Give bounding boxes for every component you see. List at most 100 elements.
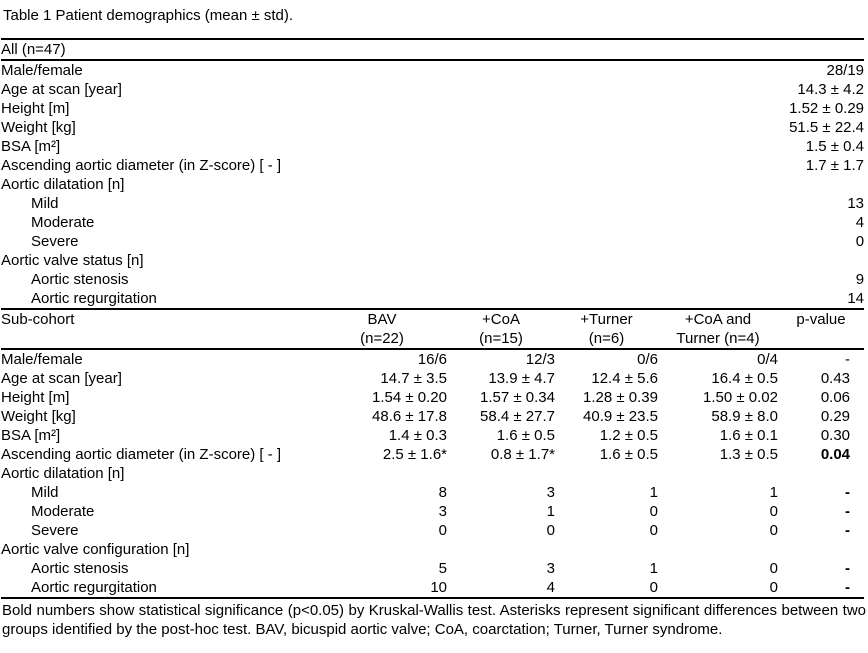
value-cell: 1.4 ± 0.3 [388, 427, 447, 444]
value-cell: 16.4 ± 0.5 [711, 370, 778, 387]
value-cell: 1.3 ± 0.5 [719, 446, 778, 463]
value-cell: 51.5 ± 22.4 [789, 119, 865, 136]
p-value-cell: 0.30 [820, 427, 851, 444]
p-value-cell: 0.29 [820, 408, 851, 425]
value-cell: 28/19 [826, 62, 865, 79]
table-row: BSA [m²] 1.5 ± 0.4 [1, 137, 864, 156]
value-cell: 1 [546, 503, 555, 520]
value-cell: 14.3 ± 4.2 [797, 81, 865, 98]
value-cell: 0/4 [757, 351, 778, 368]
column-header-line2: Turner (n=4) [676, 330, 760, 347]
row-label: Mild [31, 195, 59, 212]
table-row: Male/female 16/6 12/3 0/6 0/4 - [1, 349, 864, 369]
row-label: Aortic dilatation [n] [1, 176, 125, 193]
value-cell: 1 [649, 560, 658, 577]
value-cell: 1 [649, 484, 658, 501]
value-cell: 1.6 ± 0.1 [719, 427, 778, 444]
p-value-cell: - [845, 522, 851, 539]
row-label: BSA [m²] [1, 138, 61, 155]
value-cell: 0 [649, 522, 658, 539]
row-label: Weight [kg] [1, 119, 76, 136]
table-row: Ascending aortic diameter (in Z-score) [… [1, 445, 864, 464]
column-header-line1: +CoA and [684, 311, 752, 328]
value-cell: 40.9 ± 23.5 [583, 408, 658, 425]
value-cell: 1.2 ± 0.5 [599, 427, 658, 444]
row-label: Aortic regurgitation [31, 290, 157, 307]
row-label: Height [m] [1, 100, 70, 117]
p-value-cell: - [845, 560, 851, 577]
value-cell: 1.7 ± 1.7 [805, 157, 865, 174]
column-header-line1: BAV [367, 311, 397, 328]
row-label: Aortic dilatation [n] [1, 465, 125, 482]
p-value-cell: - [845, 579, 851, 596]
value-cell: 0 [649, 503, 658, 520]
value-cell: 4 [546, 579, 555, 596]
value-cell: 48.6 ± 17.8 [372, 408, 447, 425]
table-row: Male/female 28/19 [1, 60, 864, 80]
table-row: All (n=47) [1, 39, 865, 61]
value-cell: 0/6 [637, 351, 658, 368]
value-cell: 13 [847, 195, 865, 212]
value-cell: 5 [438, 560, 447, 577]
value-cell: 1.5 ± 0.4 [805, 138, 865, 155]
table-row: Aortic regurgitation 14 [1, 289, 864, 309]
table-row: Height [m] 1.52 ± 0.29 [1, 99, 864, 118]
table-footnote: Bold numbers show statistical significan… [2, 602, 866, 638]
p-value-cell: 0.06 [820, 389, 851, 406]
p-value-cell: - [845, 351, 851, 368]
value-cell: 3 [546, 560, 555, 577]
value-cell: 0 [855, 233, 865, 250]
value-cell: 13.9 ± 4.7 [488, 370, 555, 387]
row-label: Weight [kg] [1, 408, 76, 425]
column-header: +CoA and Turner (n=4) [658, 308, 778, 350]
demographics-table: All (n=47) Male/female 28/19 Age at scan [y… [1, 38, 865, 599]
value-cell: 14 [847, 290, 865, 307]
table-row: Mild 8 3 1 1 - [1, 483, 864, 502]
column-header-line1: p-value [796, 311, 846, 328]
row-label: Aortic stenosis [31, 560, 129, 577]
table-row: Moderate 4 [1, 213, 864, 232]
value-cell: 10 [430, 579, 447, 596]
table-row: Height [m] 1.54 ± 0.20 1.57 ± 0.34 1.28 ± 0… [1, 388, 864, 407]
value-cell: 0 [769, 503, 778, 520]
value-cell: 1.6 ± 0.5 [599, 446, 658, 463]
column-header: BAV (n=22) [317, 308, 447, 350]
column-header-line1: +Turner [580, 311, 633, 328]
value-cell: 12.4 ± 5.6 [591, 370, 658, 387]
subcohort-section: Sub-cohort BAV (n=22) +CoA (n=15) +Turner (n=6… [1, 308, 865, 598]
row-label: Severe [31, 233, 79, 250]
table-row: BSA [m²] 1.4 ± 0.3 1.6 ± 0.5 1.2 ± 0.5 1.6 ±… [1, 426, 864, 445]
value-cell: 1.50 ± 0.02 [703, 389, 778, 406]
value-cell: 0 [769, 560, 778, 577]
table-row: Aortic valve configuration [n] [1, 540, 864, 559]
row-label: Age at scan [year] [1, 81, 122, 98]
value-cell: 1 [769, 484, 778, 501]
value-cell: 1.57 ± 0.34 [480, 389, 555, 406]
p-value-cell: - [845, 484, 851, 501]
value-cell: 12/3 [525, 351, 555, 368]
value-cell: 14.7 ± 3.5 [380, 370, 447, 387]
row-label: Age at scan [year] [1, 370, 122, 387]
column-header: +CoA (n=15) [447, 308, 555, 350]
column-header-line2: (n=15) [479, 330, 523, 347]
table-row: Moderate 3 1 0 0 - [1, 502, 864, 521]
column-header-line2: (n=6) [588, 330, 625, 347]
value-cell: 58.9 ± 8.0 [711, 408, 778, 425]
row-label: Aortic valve status [n] [1, 252, 144, 269]
table-row: Aortic valve status [n] [1, 251, 864, 270]
table-row: Aortic regurgitation 10 4 0 0 - [1, 578, 864, 598]
row-label: Aortic regurgitation [31, 579, 157, 596]
value-cell: 3 [546, 484, 555, 501]
subcohort-label-header: Sub-cohort [1, 308, 317, 350]
row-label: Moderate [31, 503, 95, 520]
value-cell: 1.28 ± 0.39 [583, 389, 658, 406]
value-cell: 4 [855, 214, 865, 231]
value-cell: 1.6 ± 0.5 [496, 427, 555, 444]
value-cell: 58.4 ± 27.7 [480, 408, 555, 425]
value-cell: 0 [438, 522, 447, 539]
value-cell: 1.54 ± 0.20 [372, 389, 447, 406]
p-value-cell: 0.04 [820, 446, 851, 463]
row-label: Aortic valve configuration [n] [1, 541, 190, 558]
value-cell: 8 [438, 484, 447, 501]
row-label: Severe [31, 522, 79, 539]
